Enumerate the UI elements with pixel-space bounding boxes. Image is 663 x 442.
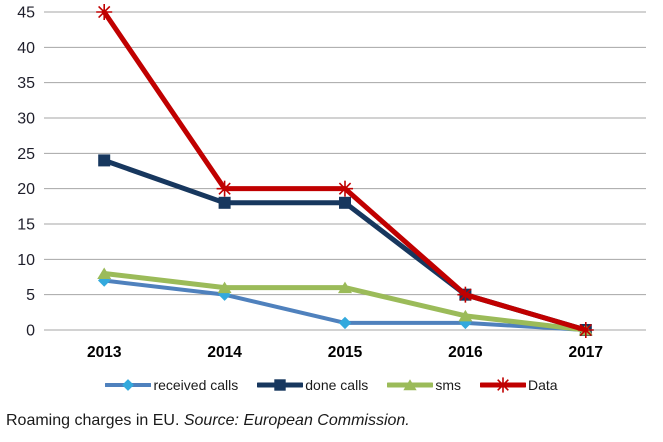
legend-label-sms: sms bbox=[435, 377, 461, 393]
svg-text:35: 35 bbox=[17, 75, 35, 92]
svg-text:20: 20 bbox=[17, 181, 35, 198]
caption-text: Roaming charges in EU. bbox=[6, 412, 184, 429]
caption-source: Source: European Commission. bbox=[183, 412, 410, 429]
svg-text:2017: 2017 bbox=[569, 344, 603, 361]
svg-text:15: 15 bbox=[17, 217, 35, 234]
svg-text:40: 40 bbox=[17, 40, 35, 57]
svg-text:25: 25 bbox=[17, 146, 35, 163]
legend-swatch-sms-icon bbox=[387, 379, 434, 391]
legend-label-received-calls: received calls bbox=[153, 377, 239, 393]
svg-text:30: 30 bbox=[17, 111, 35, 128]
svg-text:2014: 2014 bbox=[207, 344, 242, 361]
legend-item-data: Data bbox=[479, 377, 558, 393]
chart-legend: received calls done calls sms Data bbox=[0, 372, 663, 398]
svg-text:2013: 2013 bbox=[87, 344, 122, 361]
legend-label-done-calls: done calls bbox=[305, 377, 369, 393]
svg-text:2015: 2015 bbox=[328, 344, 363, 361]
legend-swatch-received-calls-icon bbox=[105, 379, 152, 391]
figure-caption: Roaming charges in EU. Source: European … bbox=[6, 412, 663, 430]
svg-text:2016: 2016 bbox=[448, 344, 483, 361]
svg-text:10: 10 bbox=[17, 252, 35, 269]
legend-item-done-calls: done calls bbox=[257, 377, 368, 393]
legend-swatch-data-icon bbox=[479, 377, 526, 393]
svg-text:45: 45 bbox=[17, 5, 35, 22]
svg-text:5: 5 bbox=[26, 287, 35, 304]
svg-text:0: 0 bbox=[26, 323, 35, 340]
line-chart: 0 5 10 15 20 25 30 35 40 45 2013 2014 2015 2016 2017 bbox=[17, 4, 646, 361]
legend-label-data: Data bbox=[527, 377, 558, 393]
legend-swatch-done-calls-icon bbox=[257, 379, 304, 391]
legend-item-sms: sms bbox=[387, 377, 461, 393]
legend-item-received-calls: received calls bbox=[105, 377, 238, 393]
